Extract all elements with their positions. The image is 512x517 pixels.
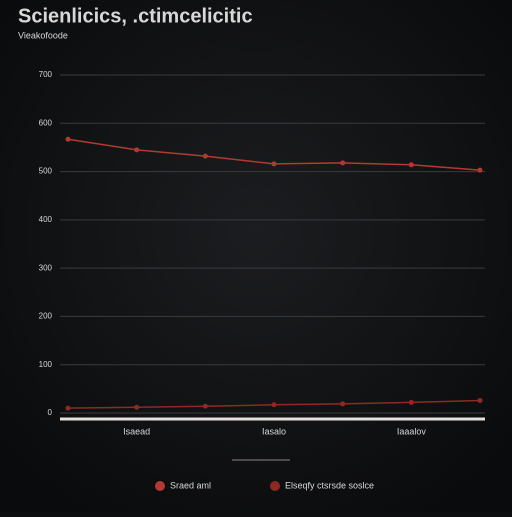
y-tick-label: 0 <box>48 408 53 417</box>
data-point <box>65 136 71 142</box>
data-point <box>477 397 483 403</box>
y-tick-label: 400 <box>39 215 53 224</box>
chart-title: Scienlicics, .ctimcelicitic <box>18 5 253 27</box>
data-point <box>340 401 346 407</box>
legend-label: Sraed aml <box>170 480 211 490</box>
data-point <box>477 167 483 173</box>
legend-swatch <box>270 481 280 491</box>
data-point <box>65 405 71 411</box>
y-tick-label: 600 <box>39 118 53 127</box>
data-point <box>408 399 414 405</box>
data-point <box>134 404 140 410</box>
data-point <box>271 161 277 167</box>
data-point <box>202 403 208 409</box>
x-tick-label: Iaaalov <box>397 426 427 436</box>
x-tick-label: Iasalo <box>262 426 286 436</box>
legend-swatch <box>155 481 165 491</box>
y-tick-label: 300 <box>39 263 53 272</box>
x-tick-label: Isaead <box>123 426 150 436</box>
data-point <box>134 147 140 153</box>
legend-label: Elseqfy ctsrsde soslce <box>285 480 374 490</box>
data-point <box>271 402 277 408</box>
data-point <box>202 153 208 159</box>
y-tick-label: 700 <box>39 70 53 79</box>
y-tick-label: 100 <box>39 360 53 369</box>
data-point <box>340 160 346 166</box>
data-point <box>408 162 414 168</box>
y-tick-label: 200 <box>39 312 53 321</box>
y-tick-label: 500 <box>39 167 53 176</box>
chart-subtitle: Vieakofoode <box>18 30 68 40</box>
